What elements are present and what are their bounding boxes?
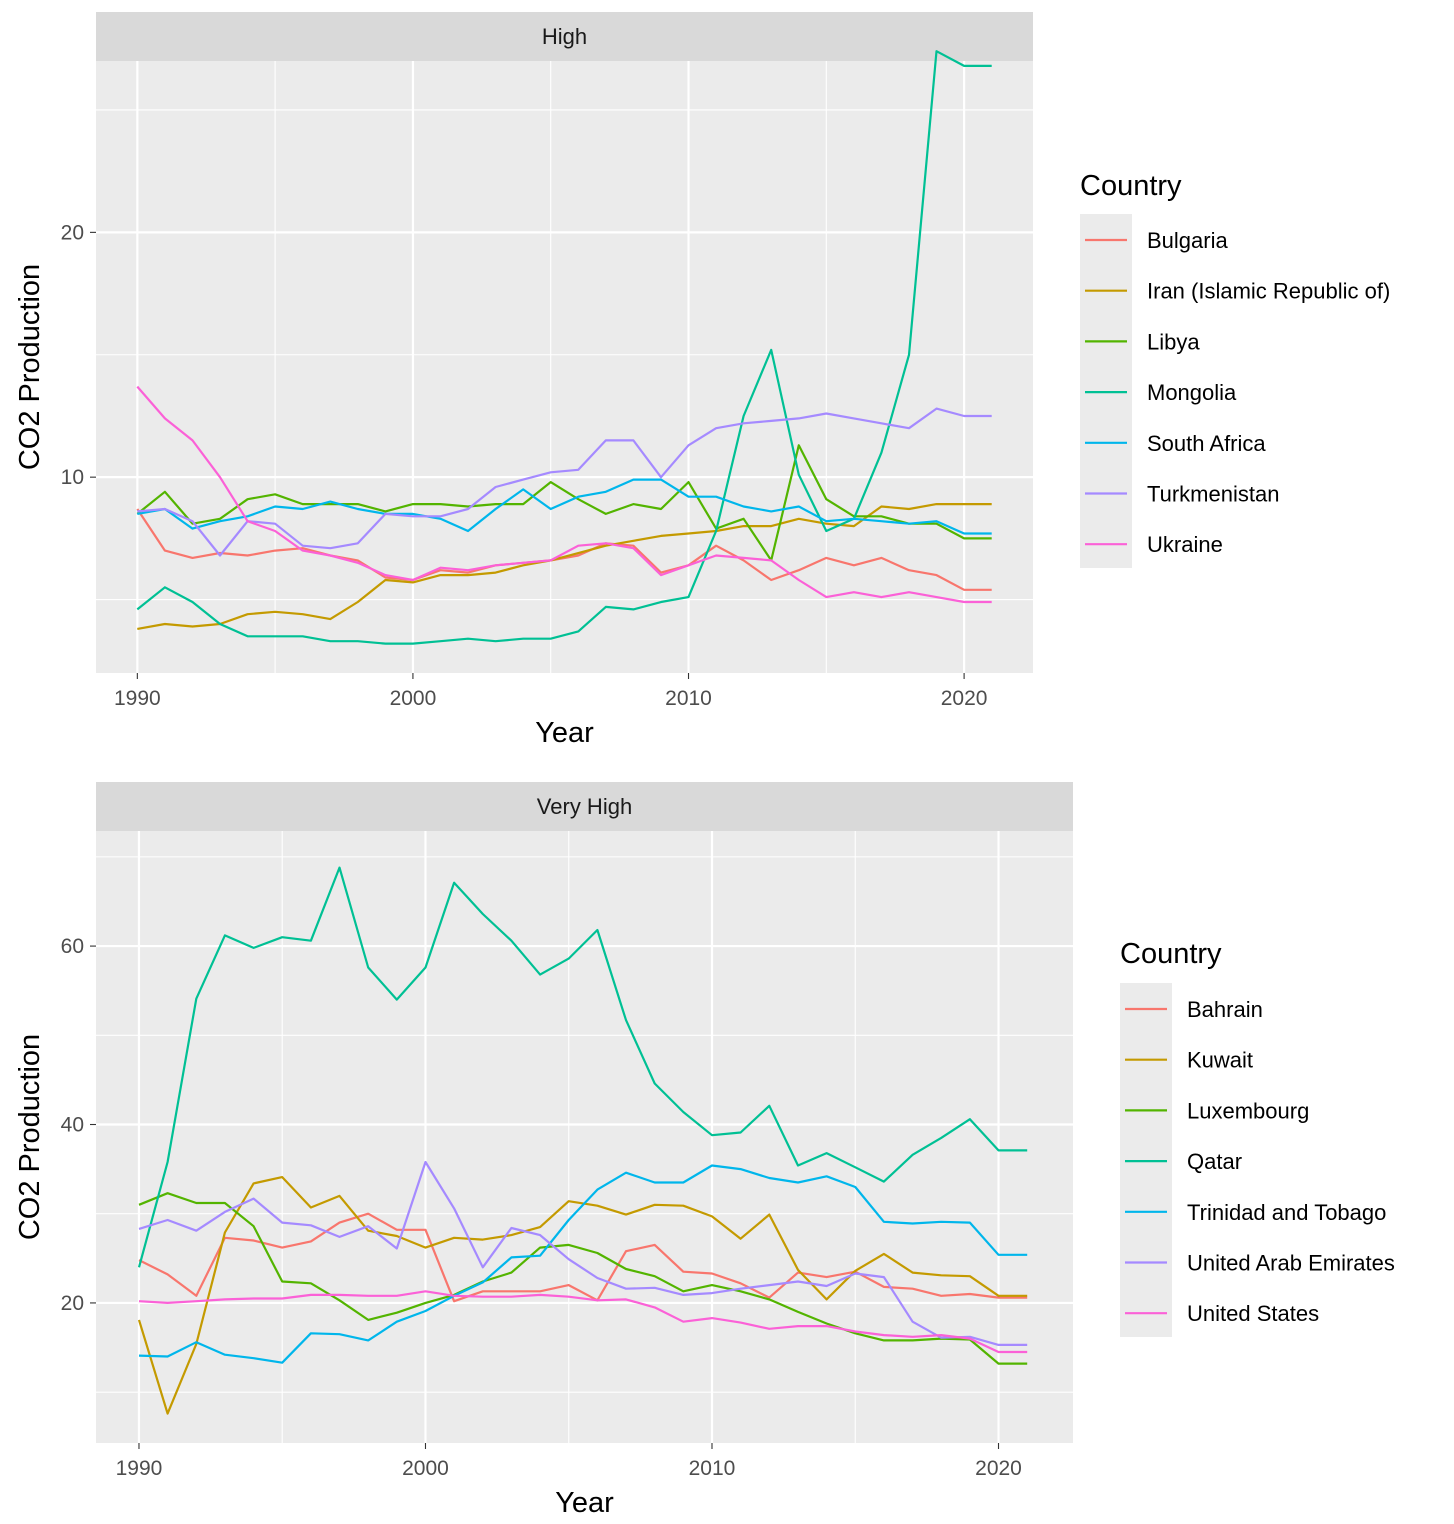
legend-label: United Arab Emirates xyxy=(1187,1251,1395,1276)
y-axis-title: CO2 Production xyxy=(14,1034,46,1240)
legend-label: United States xyxy=(1187,1301,1319,1326)
legend-label: South Africa xyxy=(1147,431,1266,456)
legend-title: Country xyxy=(1080,170,1182,202)
legend-title: Country xyxy=(1120,938,1222,970)
legend-label: Mongolia xyxy=(1147,380,1237,405)
legend-label: Kuwait xyxy=(1187,1048,1253,1073)
series-line-turkmenistan xyxy=(137,407,992,557)
facet-strip xyxy=(96,782,1073,831)
legend-label: Trinidad and Tobago xyxy=(1187,1200,1386,1225)
x-axis-title: Year xyxy=(535,717,594,749)
legend-label: Bulgaria xyxy=(1147,228,1228,253)
facet-strip-label: Very High xyxy=(537,794,632,819)
x-tick-label: 2020 xyxy=(975,1457,1022,1480)
gridlines xyxy=(96,61,1033,673)
x-tick-label: 1990 xyxy=(114,687,161,710)
x-tick-label: 2010 xyxy=(689,1457,736,1480)
legend-label: Turkmenistan xyxy=(1147,482,1279,507)
y-axis-title: CO2 Production xyxy=(14,264,46,470)
series-line-bulgaria xyxy=(136,508,992,591)
legend-label: Luxembourg xyxy=(1187,1098,1309,1123)
x-axis-title: Year xyxy=(555,1487,614,1519)
x-tick-label: 2020 xyxy=(941,687,988,710)
gridlines xyxy=(96,831,1073,1443)
x-axis-ticks: 1990 2000 2010 2020 xyxy=(116,1443,1022,1480)
legend: Bulgaria Iran (Islamic Republic of) Libya M… xyxy=(1085,228,1390,557)
legend-label: Bahrain xyxy=(1187,997,1263,1022)
legend-label: Qatar xyxy=(1187,1149,1242,1174)
facet-strip xyxy=(96,12,1033,61)
plot-background xyxy=(96,61,1033,673)
series-line-trinidad-and-tobago xyxy=(138,1164,1028,1364)
y-tick-label: 10 xyxy=(61,466,84,489)
legend: Bahrain Kuwait Luxembourg Qatar Trinidad and… xyxy=(1125,997,1395,1326)
x-tick-label: 2000 xyxy=(402,1457,449,1480)
chart-panel-high: High 10 20 1990 2000 2010 2020 Year CO2 Prod… xyxy=(14,12,1390,749)
series-line-bahrain xyxy=(138,1212,1028,1303)
x-tick-label: 2000 xyxy=(390,687,437,710)
series-line-libya xyxy=(136,444,992,562)
y-axis-ticks: 10 20 xyxy=(61,221,96,489)
legend-label: Ukraine xyxy=(1147,532,1223,557)
y-tick-label: 60 xyxy=(61,935,84,958)
y-tick-label: 40 xyxy=(61,1114,84,1137)
y-tick-label: 20 xyxy=(61,221,84,244)
chart-panel-very-high: Very High 20 40 60 1990 2000 2010 2020 Year C… xyxy=(14,782,1395,1519)
legend-label: Iran (Islamic Republic of) xyxy=(1147,279,1390,304)
series-line-iran-islamic-republic-of xyxy=(137,503,992,630)
series-line-south-africa xyxy=(137,478,992,535)
series-line-mongolia xyxy=(136,50,992,645)
facet-strip-label: High xyxy=(542,24,587,49)
x-tick-label: 1990 xyxy=(116,1457,163,1480)
series-line-luxembourg xyxy=(138,1192,1028,1365)
x-axis-ticks: 1990 2000 2010 2020 xyxy=(114,673,987,710)
series-line-qatar xyxy=(137,866,1028,1268)
series-lines xyxy=(137,866,1028,1415)
series-lines xyxy=(136,50,992,645)
y-tick-label: 20 xyxy=(61,1292,84,1315)
legend-label: Libya xyxy=(1147,329,1200,354)
series-line-united-arab-emirates xyxy=(138,1160,1028,1347)
series-line-ukraine xyxy=(136,385,992,604)
x-tick-label: 2010 xyxy=(665,687,712,710)
series-line-united-states xyxy=(138,1290,1028,1354)
plot-background xyxy=(96,831,1073,1443)
y-axis-ticks: 20 40 60 xyxy=(61,935,96,1315)
